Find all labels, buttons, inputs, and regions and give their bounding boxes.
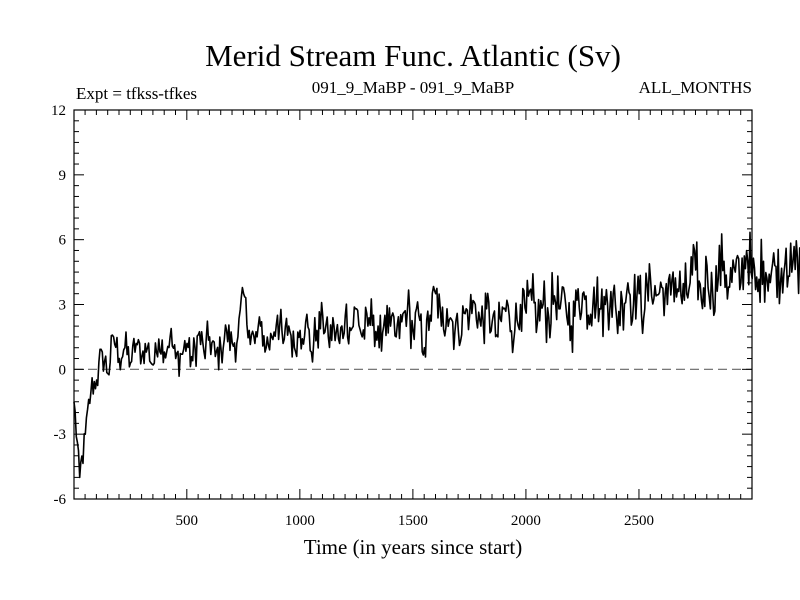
series-line: [73, 231, 800, 479]
x-tick-label: 1500: [398, 513, 428, 529]
x-axis-label: Time (in years since start): [304, 535, 523, 559]
y-tick-label: 3: [59, 298, 67, 314]
y-tick-label: 0: [59, 362, 67, 378]
x-tick-label: 1000: [285, 513, 315, 529]
x-tick-label: 500: [176, 513, 199, 529]
chart-series-group: [73, 231, 800, 479]
x-axis: 500 1000 1500 2000 2500: [84, 110, 742, 529]
y-tick-label: -3: [54, 427, 67, 443]
x-tick-label: 2500: [624, 513, 654, 529]
chart-title: Merid Stream Func. Atlantic (Sv): [205, 38, 621, 73]
y-axis: 12 9 6 3 0 -3 -6: [51, 103, 752, 508]
run-comparison-label: 091_9_MaBP - 091_9_MaBP: [312, 78, 514, 97]
x-tick-label: 2000: [511, 513, 541, 529]
y-tick-label: -6: [54, 492, 67, 508]
y-tick-label: 9: [59, 168, 67, 184]
y-tick-label: 12: [51, 103, 66, 119]
plot-frame: [73, 109, 753, 500]
experiment-label: Expt = tfkss-tfkes: [76, 84, 197, 103]
months-label: ALL_MONTHS: [639, 78, 752, 97]
y-tick-label: 6: [59, 233, 67, 249]
